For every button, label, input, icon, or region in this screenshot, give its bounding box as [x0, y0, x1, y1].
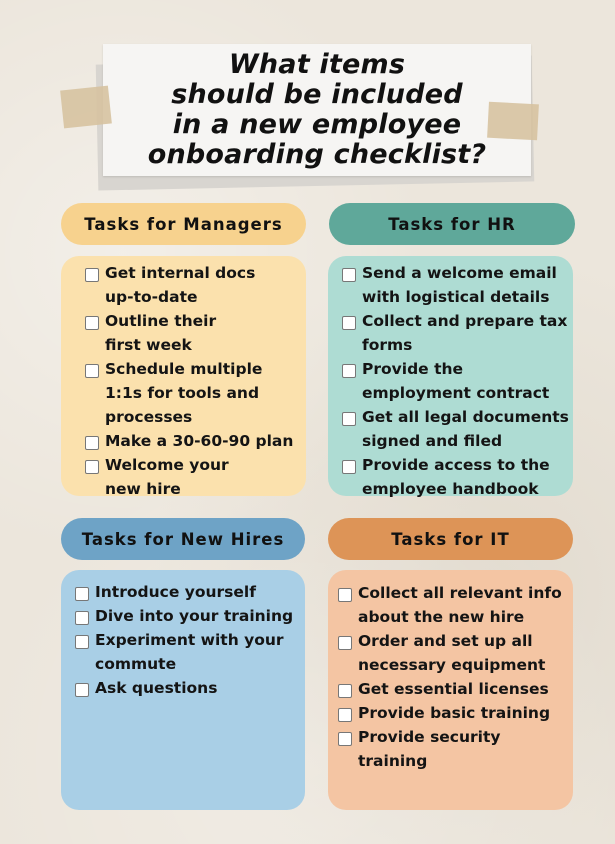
- title-line: in a new employee: [172, 109, 462, 140]
- checkbox[interactable]: [85, 268, 99, 282]
- item-line: Send a welcome email: [362, 264, 557, 282]
- list-item: Schedule multiple 1:1s for tools and pro…: [85, 357, 300, 429]
- title-line: What items: [228, 49, 406, 80]
- checkbox[interactable]: [75, 611, 89, 625]
- item-line: Get all legal documents: [362, 408, 569, 426]
- checkbox[interactable]: [75, 635, 89, 649]
- new-hires-list: Introduce yourself Dive into your traini…: [75, 580, 303, 700]
- item-line: processes: [105, 408, 193, 426]
- checkbox[interactable]: [75, 683, 89, 697]
- managers-box: [61, 256, 306, 496]
- checkbox[interactable]: [342, 364, 356, 378]
- it-header: Tasks for IT: [328, 518, 573, 560]
- new-hires-box: [61, 570, 305, 810]
- item-line: Make a 30-60-90 plan: [105, 432, 294, 450]
- checkbox[interactable]: [85, 436, 99, 450]
- checkbox[interactable]: [338, 588, 352, 602]
- item-line: Collect all relevant info: [358, 584, 562, 602]
- list-item: Provide access to the employee handbook: [342, 453, 570, 501]
- item-line: employee handbook: [362, 480, 539, 498]
- item-line: up-to-date: [105, 288, 198, 306]
- checkbox[interactable]: [338, 636, 352, 650]
- item-line: Schedule multiple: [105, 360, 263, 378]
- checkbox[interactable]: [85, 364, 99, 378]
- checkbox[interactable]: [342, 460, 356, 474]
- item-line: first week: [105, 336, 192, 354]
- item-line: forms: [362, 336, 413, 354]
- list-item: Outline their first week: [85, 309, 300, 357]
- checkbox[interactable]: [338, 708, 352, 722]
- list-item: Provide the employment contract: [342, 357, 570, 405]
- item-line: signed and filed: [362, 432, 503, 450]
- list-item: Get all legal documents signed and filed: [342, 405, 570, 453]
- list-item: Experiment with your commute: [75, 628, 303, 676]
- list-item: Order and set up all necessary equipment: [338, 629, 570, 677]
- item-line: about the new hire: [358, 608, 525, 626]
- it-list: Collect all relevant info about the new …: [338, 581, 570, 773]
- it-box: [328, 570, 573, 810]
- list-item: Ask questions: [75, 676, 303, 700]
- hr-box: [328, 256, 573, 496]
- checkbox[interactable]: [338, 684, 352, 698]
- title-line: onboarding checklist?: [147, 139, 487, 170]
- checkbox[interactable]: [338, 732, 352, 746]
- list-item: Welcome your new hire: [85, 453, 300, 501]
- item-line: Outline their: [105, 312, 217, 330]
- page-title: What items should be included in a new e…: [103, 50, 531, 170]
- new-hires-header: Tasks for New Hires: [61, 518, 305, 560]
- item-line: new hire: [105, 480, 181, 498]
- item-line: Provide basic training: [358, 704, 551, 722]
- item-line: Get internal docs: [105, 264, 256, 282]
- hr-header: Tasks for HR: [329, 203, 575, 245]
- managers-list: Get internal docs up-to-date Outline the…: [85, 261, 300, 501]
- item-line: Order and set up all: [358, 632, 533, 650]
- item-line: Get essential licenses: [358, 680, 549, 698]
- title-note: [103, 44, 531, 176]
- checkbox[interactable]: [342, 268, 356, 282]
- list-item: Make a 30-60-90 plan: [85, 429, 300, 453]
- item-line: employment contract: [362, 384, 550, 402]
- checkbox[interactable]: [342, 412, 356, 426]
- checkbox[interactable]: [85, 316, 99, 330]
- checkbox[interactable]: [75, 587, 89, 601]
- list-item: Send a welcome email with logistical det…: [342, 261, 570, 309]
- item-line: Provide the: [362, 360, 464, 378]
- list-item: Collect all relevant info about the new …: [338, 581, 570, 629]
- item-line: with logistical details: [362, 288, 550, 306]
- list-item: Get essential licenses: [338, 677, 570, 701]
- item-line: Collect and prepare tax: [362, 312, 568, 330]
- item-line: Provide access to the: [362, 456, 550, 474]
- list-item: Provide basic training: [338, 701, 570, 725]
- item-line: Provide security: [358, 728, 501, 746]
- item-line: training: [358, 752, 428, 770]
- list-item: Dive into your training: [75, 604, 303, 628]
- hr-list: Send a welcome email with logistical det…: [342, 261, 570, 501]
- checkbox[interactable]: [85, 460, 99, 474]
- item-line: commute: [95, 655, 177, 673]
- title-line: should be included: [171, 79, 463, 110]
- item-line: Introduce yourself: [95, 583, 256, 601]
- item-line: necessary equipment: [358, 656, 546, 674]
- item-line: Ask questions: [95, 679, 218, 697]
- item-line: 1:1s for tools and: [105, 384, 260, 402]
- item-line: Dive into your training: [95, 607, 294, 625]
- managers-header: Tasks for Managers: [61, 203, 306, 245]
- list-item: Collect and prepare tax forms: [342, 309, 570, 357]
- list-item: Get internal docs up-to-date: [85, 261, 300, 309]
- item-line: Welcome your: [105, 456, 229, 474]
- list-item: Provide security training: [338, 725, 570, 773]
- item-line: Experiment with your: [95, 631, 284, 649]
- list-item: Introduce yourself: [75, 580, 303, 604]
- checkbox[interactable]: [342, 316, 356, 330]
